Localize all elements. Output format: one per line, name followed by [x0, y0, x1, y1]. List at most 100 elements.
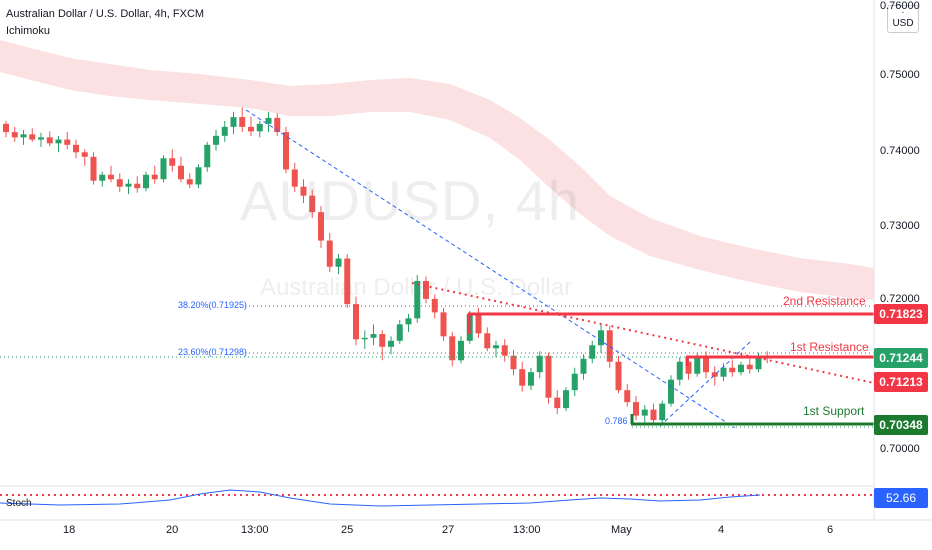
stoch-indicator-label[interactable]: Stoch [6, 498, 32, 509]
candle-body [178, 165, 184, 180]
candle-body [641, 409, 648, 416]
candle-body [186, 179, 193, 185]
candle-body [326, 240, 333, 267]
first-resistance-price-tag: 0.71244 [874, 348, 928, 368]
candle-body [746, 364, 753, 370]
candle-body [676, 361, 683, 380]
candle-body [388, 340, 394, 347]
time-tick: 13:00 [513, 524, 541, 536]
candle-body [536, 355, 543, 373]
candle-body [99, 174, 106, 181]
trendline-price-tag: 0.71213 [874, 372, 928, 392]
candle-body [685, 361, 692, 374]
first-support-price-tag: 0.70348 [874, 415, 928, 435]
candle-body [64, 139, 71, 145]
watermark-symbol: AUDUSD, 4h [240, 169, 580, 232]
first-support-label: 1st Support [803, 404, 865, 418]
candle-body [720, 367, 727, 377]
candle-body [668, 379, 674, 404]
candle-body [300, 186, 307, 196]
symbol-title[interactable]: Australian Dollar / U.S. Dollar, 4h, FXC… [6, 8, 205, 20]
candle-body [230, 117, 237, 127]
candle-body [134, 183, 141, 189]
indicator-label[interactable]: Ichimoku [6, 25, 51, 37]
candle-body [571, 373, 578, 391]
candle-body [738, 364, 744, 373]
fib-786-label: 0.786 [605, 416, 628, 426]
candle-body [3, 123, 9, 133]
candle-body [90, 156, 97, 181]
candle-body [414, 280, 421, 319]
candle-body [55, 139, 62, 144]
candle-body [458, 340, 464, 361]
price-tick: 0.75000 [880, 69, 920, 81]
candle-body [519, 369, 526, 386]
time-tick: 18 [63, 524, 76, 536]
time-tick: 13:00 [241, 524, 269, 536]
time-tick: 25 [341, 524, 354, 536]
time-tick: 6 [827, 524, 834, 536]
fib-382-label: 38.20%(0.71925) [178, 300, 248, 310]
candle-body [353, 304, 359, 340]
fib-236-label: 23.60%(0.71298) [178, 347, 248, 357]
currency-button-label: USD [892, 18, 914, 29]
candle-body [116, 179, 123, 187]
currency-button[interactable]: · USD [887, 5, 919, 33]
candle-body [204, 144, 211, 168]
candle-body [545, 355, 552, 398]
candle-body [73, 144, 79, 153]
candle-body [729, 367, 736, 373]
price-tick: 0.70000 [880, 443, 920, 455]
candle-body [703, 357, 709, 373]
candle-body [606, 330, 613, 362]
candle-body [248, 126, 254, 132]
candle-body [20, 134, 27, 138]
candle-body [213, 135, 219, 145]
descending-trendline [411, 282, 875, 384]
chart-header: Australian Dollar / U.S. Dollar, 4h, FXC… [6, 6, 204, 40]
candle-body [475, 313, 482, 334]
candle-body [528, 372, 534, 386]
price-tick: 0.72000 [880, 293, 920, 305]
candle-body [169, 158, 176, 166]
candle-body [11, 132, 18, 138]
candle-body [38, 137, 44, 140]
candle-body [580, 358, 587, 374]
candle-body [265, 117, 272, 124]
time-tick: 4 [718, 524, 725, 536]
candle-body [694, 357, 701, 374]
time-tick: 20 [166, 524, 179, 536]
candle-body [493, 345, 499, 349]
watermark-name: Australian Dollar / U.S. Dollar [260, 274, 573, 301]
candle-body [589, 345, 596, 359]
candle-body [615, 361, 622, 391]
candle-body [431, 298, 438, 313]
candle-body [81, 152, 88, 157]
price-tick: 0.73000 [880, 220, 920, 232]
candle-body [283, 132, 289, 170]
candle-body [423, 280, 429, 299]
candle-body [440, 312, 447, 337]
candle-body [335, 258, 342, 267]
candle-body [484, 333, 491, 349]
time-tick: May [611, 524, 632, 536]
stoch-line [0, 489, 761, 507]
candle-body [501, 345, 508, 356]
candle-body [624, 390, 631, 403]
candle-body [256, 123, 263, 132]
candle-body [46, 137, 53, 144]
stoch-value-tag: 52.66 [874, 488, 928, 508]
candle-body [344, 258, 351, 305]
second-resistance-label: 2nd Resistance [783, 294, 866, 308]
candle-body [108, 174, 114, 180]
candle-body [239, 117, 246, 127]
ichimoku-cloud [0, 40, 874, 300]
candle-body [598, 330, 604, 346]
candle-body [143, 174, 149, 189]
currency-button-top: · [901, 7, 905, 17]
price-tick: 0.76000 [880, 0, 920, 12]
candle-body [659, 403, 666, 421]
time-tick: 27 [442, 524, 455, 536]
